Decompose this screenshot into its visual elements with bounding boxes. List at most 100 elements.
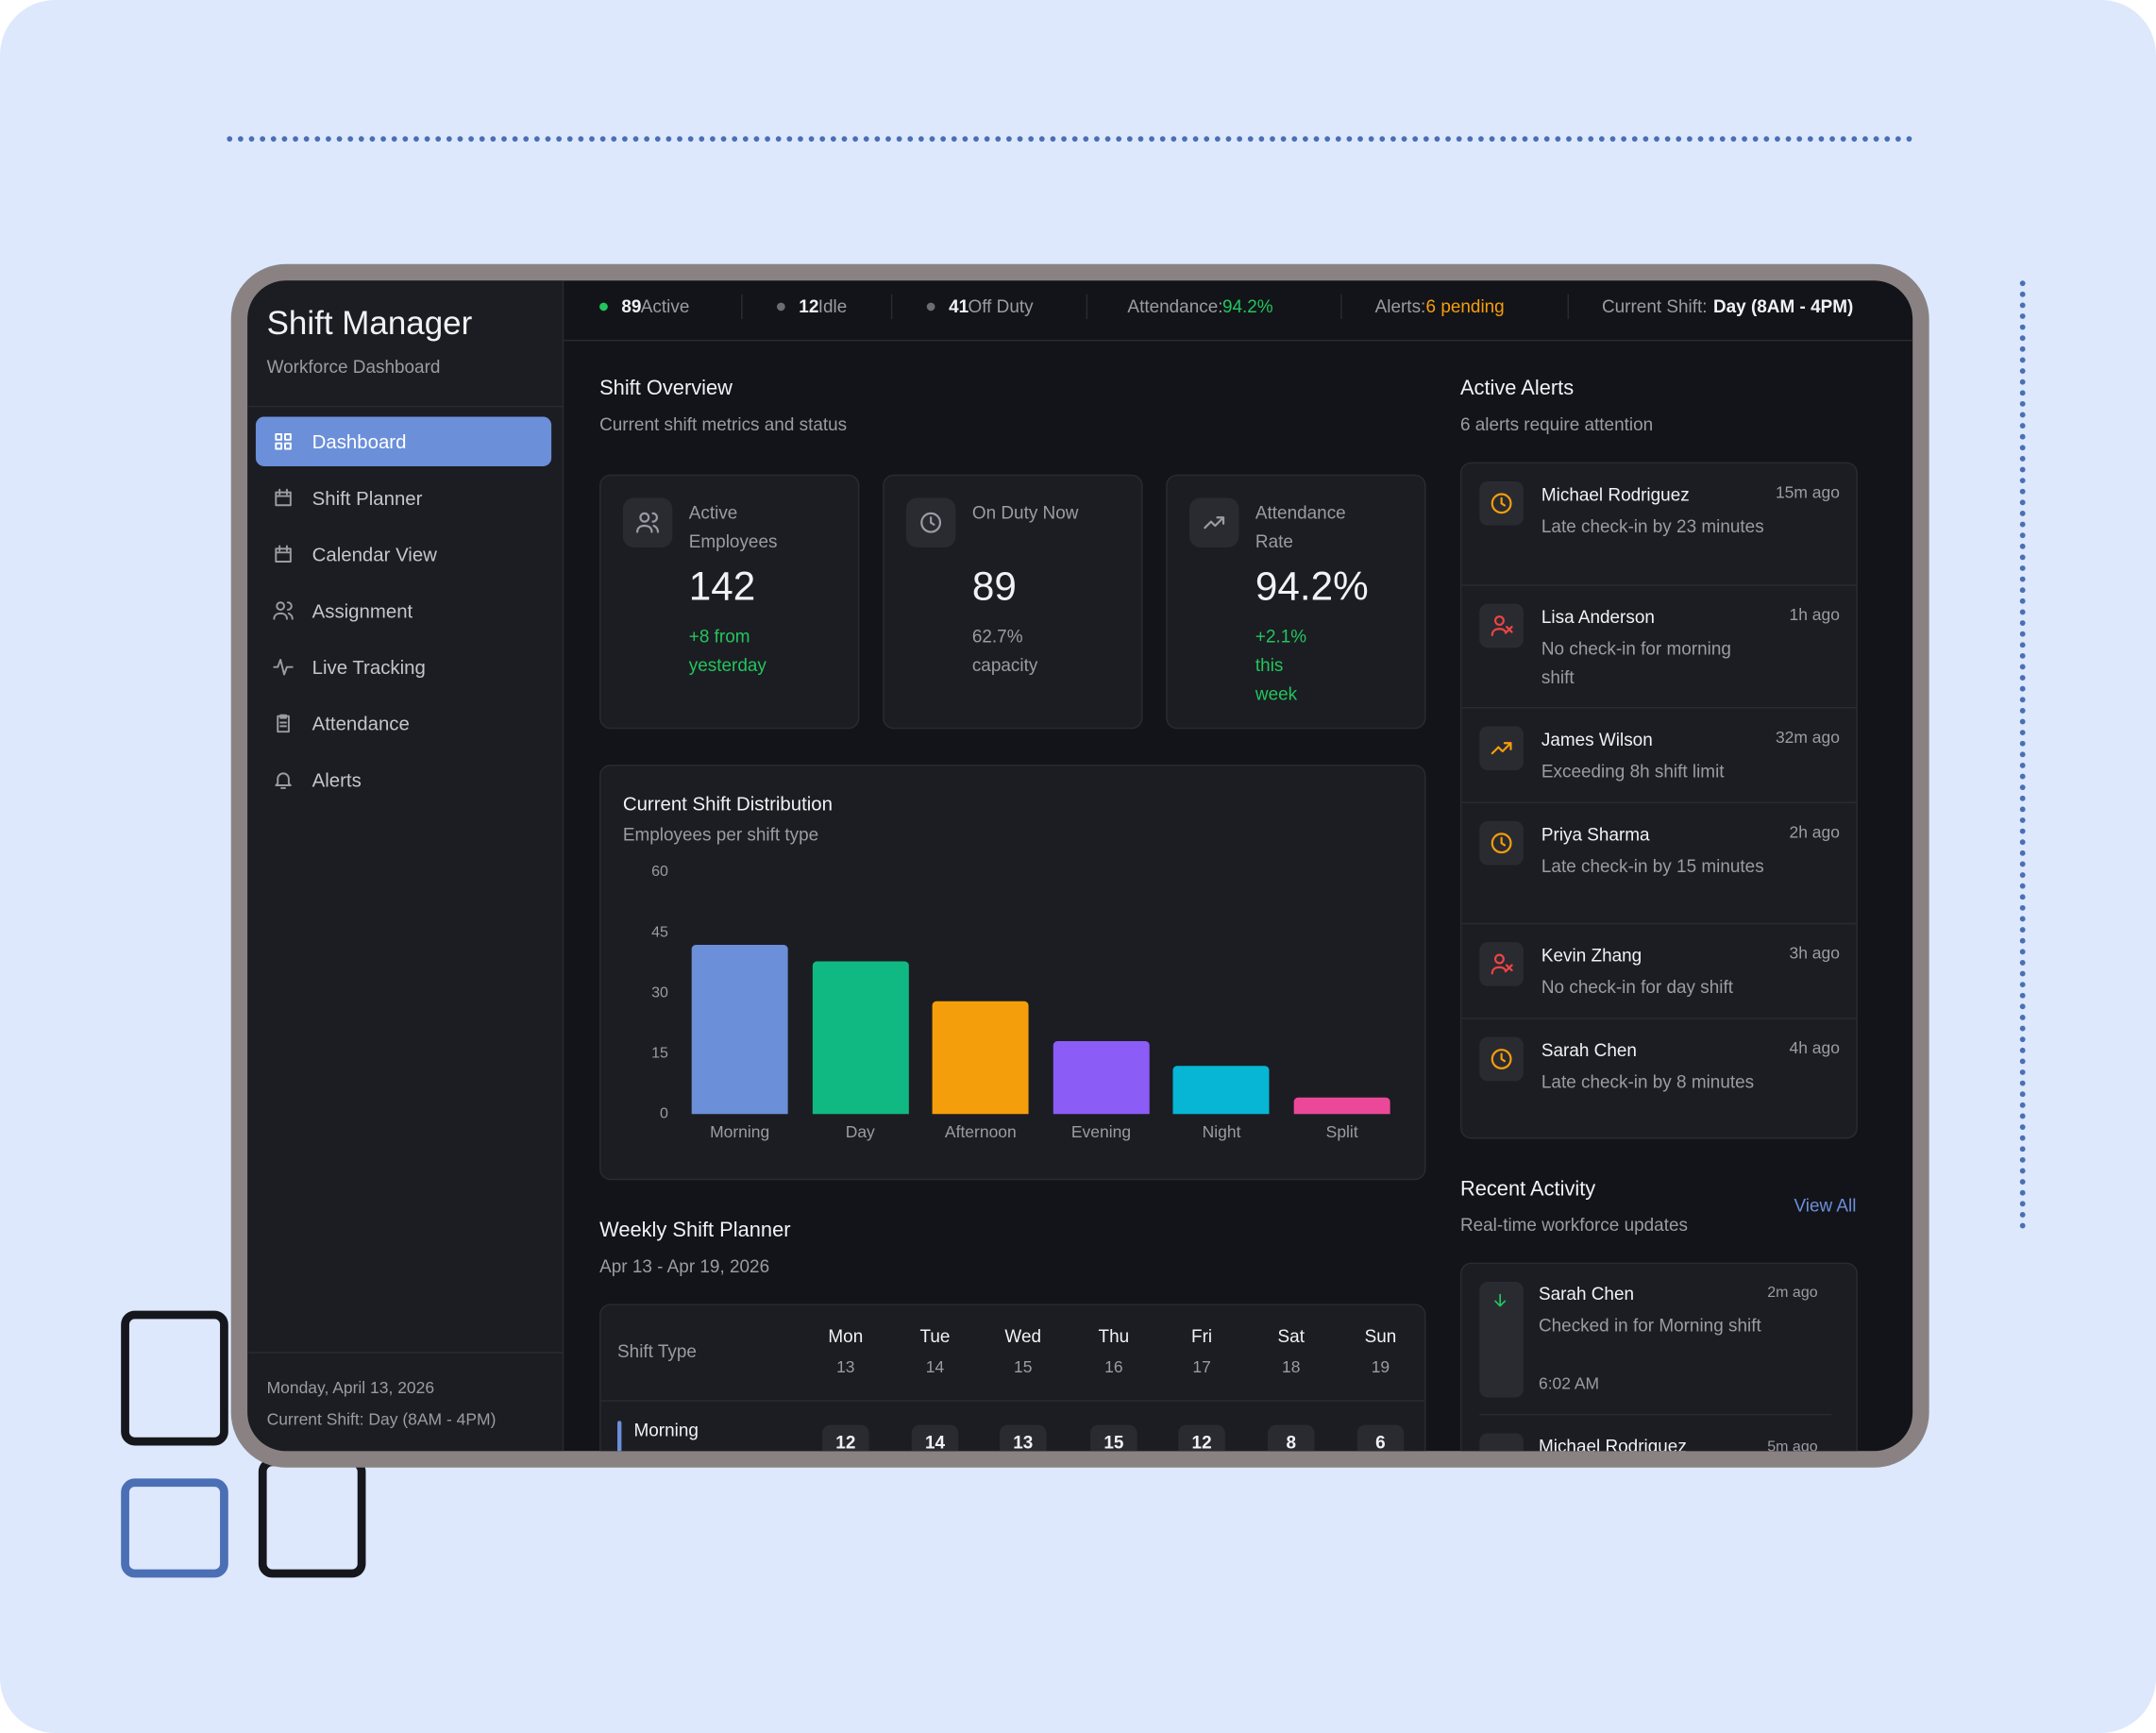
icon-path: [1491, 1049, 1512, 1069]
row-accent: [617, 1421, 622, 1452]
alert-message: Late check-in by 23 minutes: [1541, 514, 1764, 536]
section-subtitle: Real-time workforce updates: [1459, 1214, 1688, 1236]
x-tick-label: Night: [1202, 1121, 1241, 1141]
nav-icon: [275, 772, 292, 789]
alert-message: Late check-in by 8 minutes: [1541, 1070, 1755, 1092]
card-value: 94.2%: [1255, 564, 1369, 609]
nav-icon: [273, 601, 294, 620]
shift-count: 13: [1013, 1431, 1034, 1452]
section-title: Shift Overview: [599, 376, 733, 400]
count-pill: [1178, 1424, 1225, 1452]
nav-item[interactable]: Live Tracking: [312, 656, 426, 679]
x-tick-label: Split: [1325, 1121, 1358, 1141]
section-subtitle: Apr 13 - Apr 19, 2026: [599, 1255, 770, 1277]
bar: [812, 960, 909, 1115]
status-label: Attendance:: [1127, 295, 1223, 317]
y-tick-label: 30: [651, 984, 668, 1001]
icon-path: [1491, 493, 1512, 514]
section-title: Weekly Shift Planner: [599, 1218, 791, 1242]
separator: [1340, 294, 1342, 320]
y-tick-label: 60: [651, 863, 668, 880]
icon-path: [275, 772, 292, 789]
nav-icon: [277, 714, 290, 733]
deco-square: [258, 1457, 366, 1578]
alert-item[interactable]: [1459, 801, 1858, 923]
alert-item[interactable]: [1459, 706, 1858, 802]
day-date: 18: [1282, 1356, 1301, 1376]
icon-path: [1204, 516, 1225, 530]
day-date: 15: [1013, 1356, 1033, 1376]
icon-path: [1491, 615, 1513, 636]
status-value: 6 pending: [1425, 295, 1505, 317]
shift-count: 14: [924, 1431, 946, 1452]
nav-icon: [275, 545, 292, 563]
shift-count: 15: [1103, 1431, 1124, 1452]
separator: [1086, 294, 1088, 320]
status-count: 12: [799, 295, 819, 317]
section-subtitle: Current shift metrics and status: [599, 413, 848, 435]
icon-path: [636, 512, 660, 533]
alert-icon: [1491, 833, 1512, 854]
alert-item[interactable]: [1459, 1018, 1858, 1138]
activity-clock: 6:02 AM: [1538, 1372, 1600, 1393]
alert-icon: [1491, 615, 1513, 636]
status-dot: [926, 302, 935, 311]
count-pill: [999, 1424, 1047, 1452]
icon-box: [1188, 497, 1239, 547]
icon-path: [1491, 742, 1512, 755]
status-value: Day (8AM - 4PM): [1712, 295, 1854, 317]
icon-path: [275, 545, 292, 563]
alert-icon: [1491, 953, 1513, 975]
deco-square: [121, 1310, 228, 1446]
status-label: Current Shift:: [1601, 295, 1708, 317]
nav-item[interactable]: Attendance: [312, 712, 410, 735]
divider: [1479, 1413, 1832, 1416]
card-value: 89: [971, 564, 1017, 609]
alert-time: 2h ago: [1789, 821, 1840, 842]
nav-item[interactable]: Calendar View: [312, 543, 437, 565]
nav-item[interactable]: Alerts: [312, 768, 362, 791]
alert-name: James Wilson: [1541, 729, 1653, 750]
section-subtitle: 6 alerts require attention: [1459, 413, 1654, 435]
bar: [691, 944, 788, 1115]
day-date: 17: [1192, 1356, 1211, 1376]
y-tick-label: 15: [651, 1044, 668, 1062]
view-all-link[interactable]: View All: [1794, 1195, 1857, 1217]
nav-item[interactable]: Dashboard: [312, 430, 407, 453]
activity-time: 5m ago: [1767, 1438, 1818, 1452]
x-tick-label: Evening: [1070, 1121, 1132, 1141]
alert-name: Lisa Anderson: [1541, 606, 1655, 628]
card-note: 62.7% capacity: [971, 625, 1038, 675]
card-note: +8 from yesterday: [688, 625, 766, 675]
alert-icon: [1491, 742, 1512, 755]
alert-message: No check-in for morning shift: [1541, 637, 1731, 687]
day-date: 16: [1104, 1356, 1123, 1376]
day-name: Sun: [1364, 1325, 1397, 1347]
alert-message: Late check-in by 15 minutes: [1541, 854, 1764, 876]
section-title: Active Alerts: [1459, 376, 1575, 400]
activity-message: Checked in for Morning shift: [1538, 1314, 1761, 1336]
app-title: Shift Manager: [266, 305, 473, 343]
alert-item[interactable]: [1459, 922, 1858, 1018]
x-tick-label: Day: [845, 1121, 875, 1141]
count-pill: [1356, 1424, 1405, 1452]
card-icon: [1204, 516, 1225, 530]
nav-item[interactable]: Shift Planner: [312, 486, 423, 510]
y-tick-label: 45: [651, 923, 668, 940]
alert-icon: [1491, 1049, 1512, 1069]
day-date: 19: [1371, 1356, 1390, 1376]
dotted-line: [227, 136, 1914, 143]
alert-icon-box: [1479, 942, 1524, 986]
alert-item[interactable]: [1459, 584, 1858, 707]
nav-item[interactable]: Assignment: [312, 599, 413, 622]
alert-name: Priya Sharma: [1541, 823, 1650, 845]
card-icon: [920, 512, 942, 533]
day-name: Fri: [1191, 1325, 1213, 1347]
alert-list: [1459, 462, 1858, 1139]
bar: [932, 1001, 1029, 1115]
status-value: 94.2%: [1221, 295, 1273, 317]
sidebar-footer: Current Shift: Day (8AM - 4PM): [266, 1408, 497, 1429]
alert-name: Michael Rodriguez: [1541, 483, 1690, 505]
activity-name: Michael Rodriguez: [1538, 1436, 1687, 1452]
app-subtitle: Workforce Dashboard: [266, 356, 441, 378]
